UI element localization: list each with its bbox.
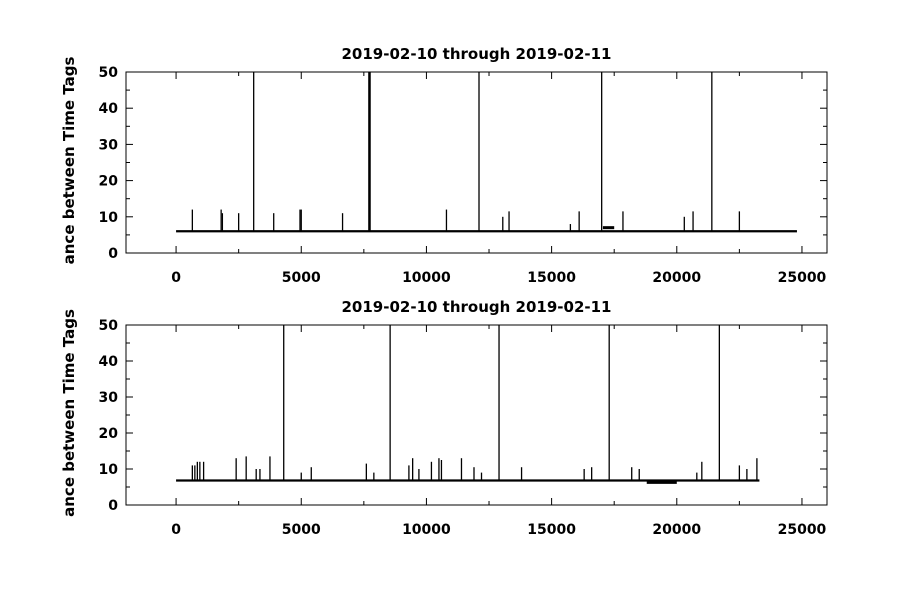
x-tick-label: 10000 — [402, 522, 451, 538]
y-tick-label: 50 — [99, 318, 119, 334]
x-tick-label: 15000 — [527, 270, 576, 286]
y-tick-label: 40 — [99, 354, 119, 370]
y-tick-label: 0 — [108, 246, 118, 262]
y-axis-label: ance between Time Tags — [60, 57, 78, 265]
x-tick-label: 20000 — [652, 522, 701, 538]
y-tick-label: 30 — [99, 137, 119, 153]
x-tick-label: 20000 — [652, 270, 701, 286]
x-tick-label: 5000 — [282, 270, 321, 286]
plot-panel-top: 2019-02-10 through 2019-02-11 ance betwee… — [60, 45, 828, 286]
chart-title: 2019-02-10 through 2019-02-11 — [342, 45, 612, 63]
y-tick-label: 10 — [99, 210, 119, 226]
x-tick-label: 5000 — [282, 522, 321, 538]
y-tick-label: 50 — [99, 65, 119, 81]
x-tick-label: 25000 — [778, 270, 827, 286]
x-tick-label: 15000 — [527, 522, 576, 538]
chart-title: 2019-02-10 through 2019-02-11 — [342, 298, 612, 316]
y-tick-label: 10 — [99, 462, 119, 478]
plot-panel-bottom: 2019-02-10 through 2019-02-11 ance betwee… — [60, 298, 828, 538]
y-tick-label: 0 — [108, 498, 118, 514]
x-tick-label: 10000 — [402, 270, 451, 286]
y-tick-label: 40 — [99, 101, 119, 117]
x-tick-label: 0 — [171, 522, 181, 538]
plot-frame — [125, 324, 828, 506]
y-axis-label: ance between Time Tags — [60, 309, 78, 517]
plot-frame — [125, 71, 828, 254]
x-tick-label: 0 — [171, 270, 181, 286]
y-tick-label: 20 — [99, 174, 119, 190]
y-tick-label: 30 — [99, 390, 119, 406]
x-tick-label: 25000 — [778, 522, 827, 538]
y-tick-label: 20 — [99, 426, 119, 442]
